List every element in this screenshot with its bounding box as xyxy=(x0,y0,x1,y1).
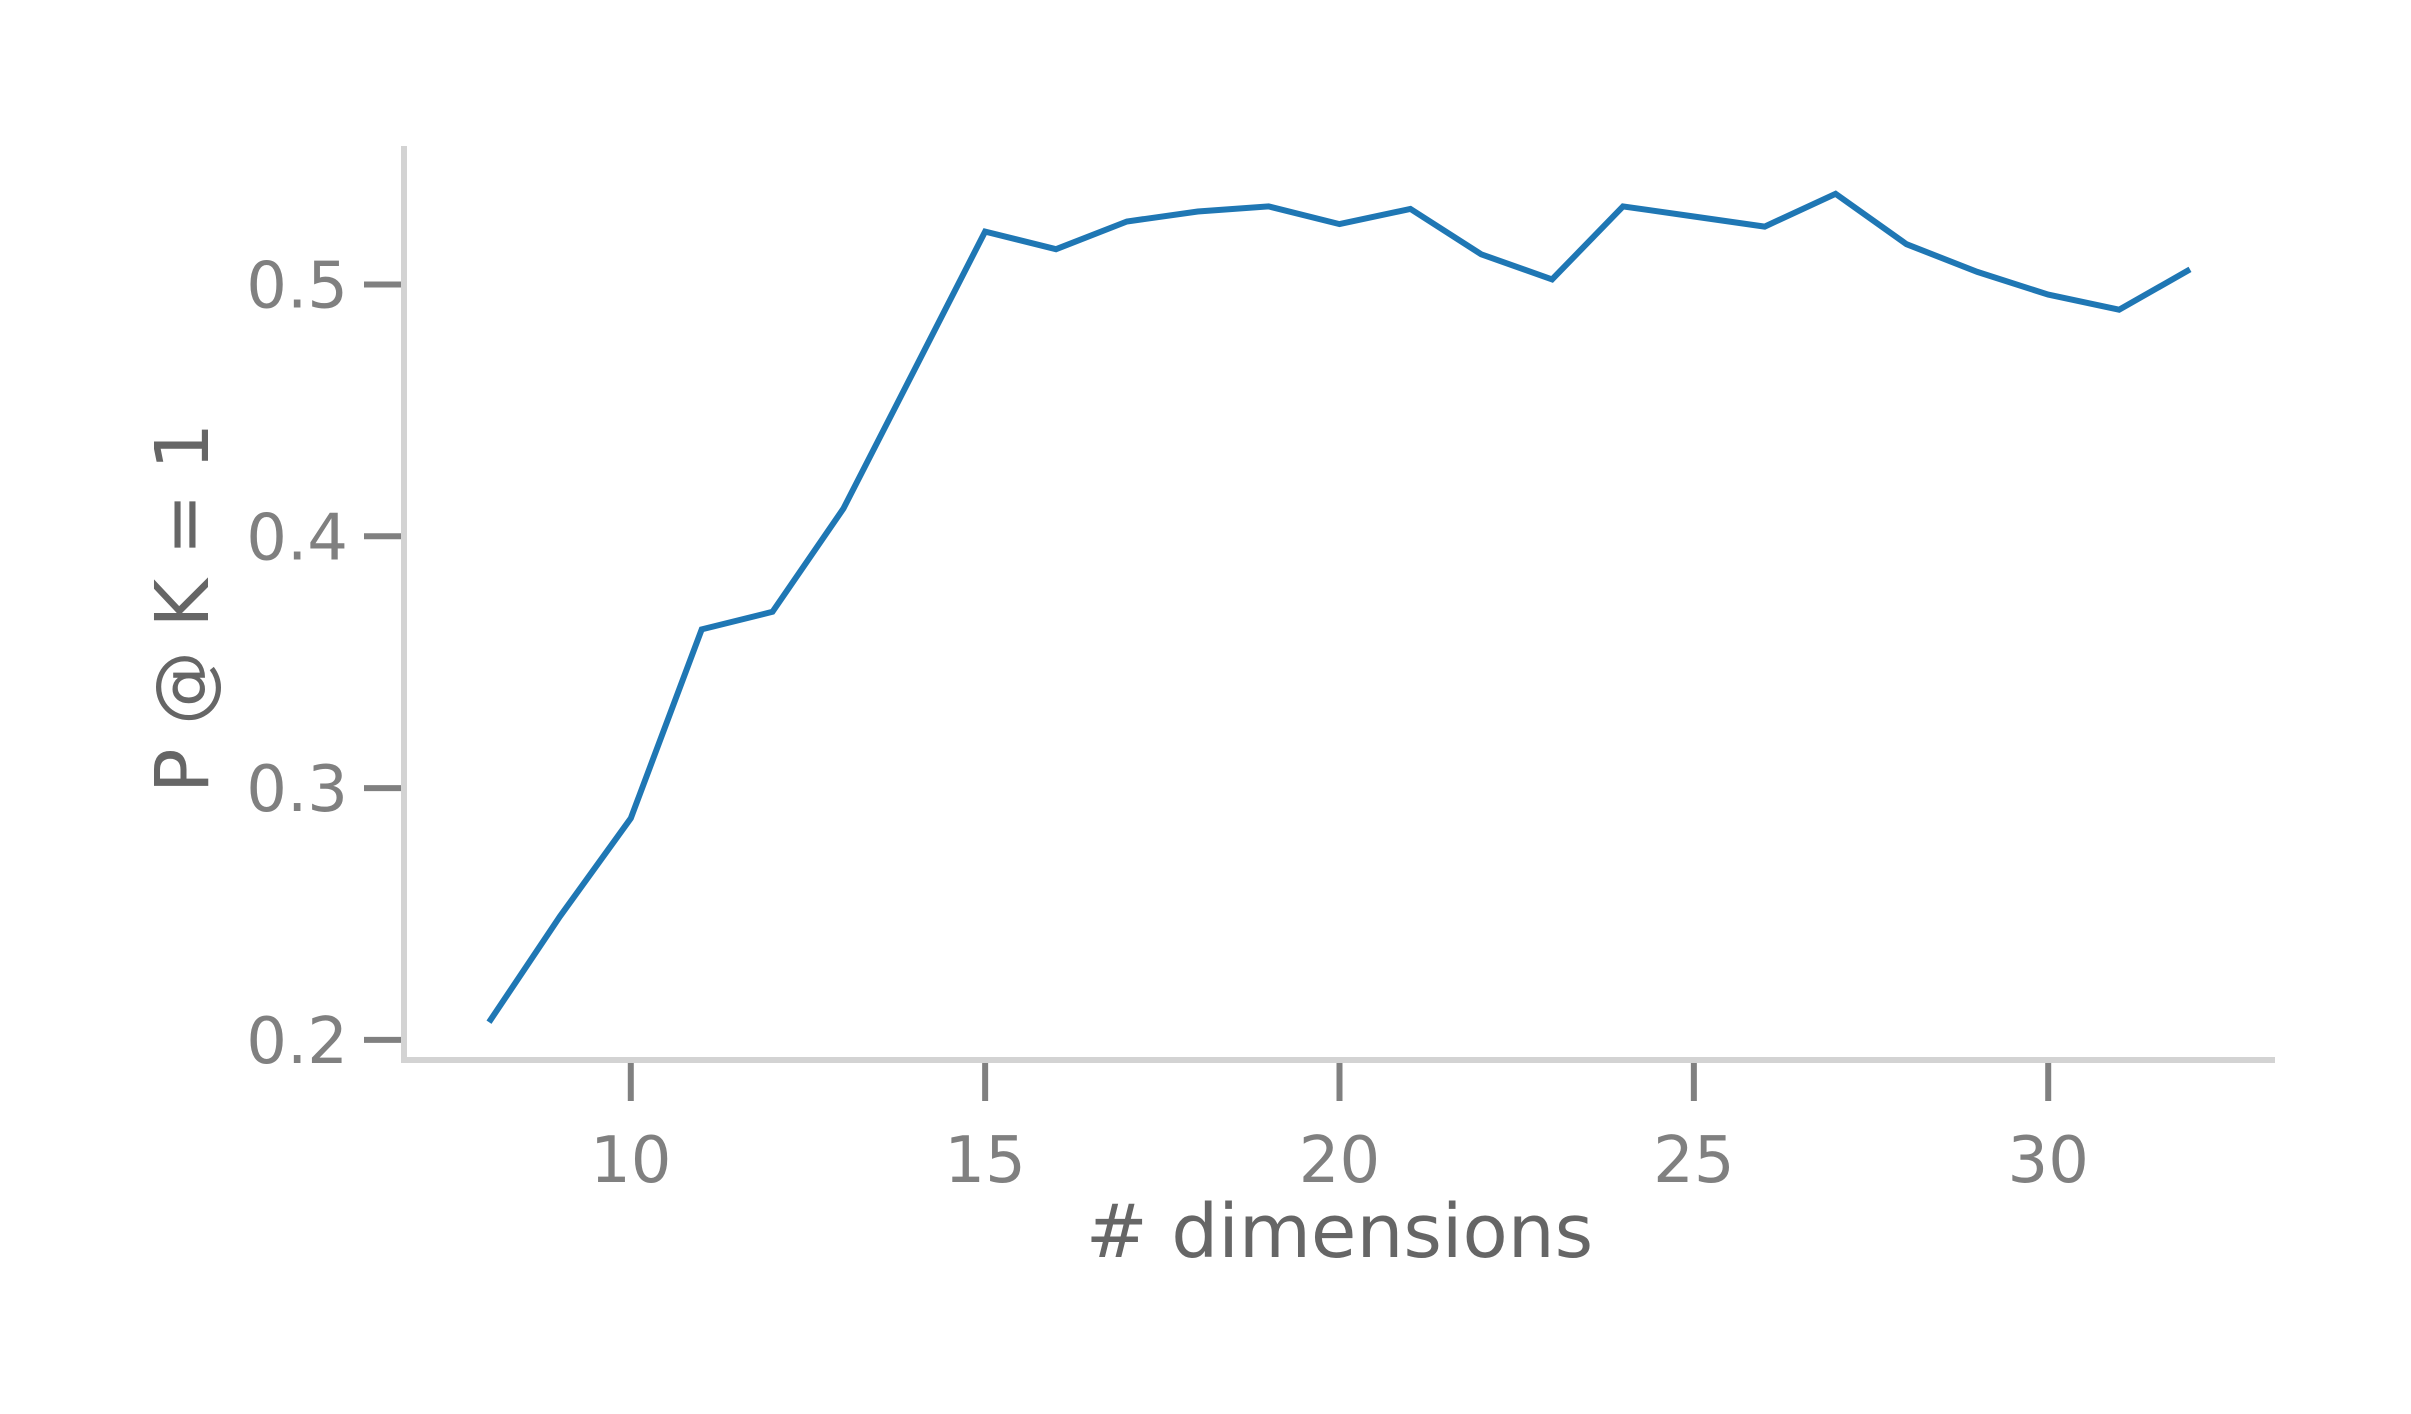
x-tick-label: 30 xyxy=(2007,1124,2088,1198)
series-layer xyxy=(486,190,2192,1024)
y-axis-label: P @ K = 1 xyxy=(140,423,226,793)
y-tick-label: 0.2 xyxy=(246,1005,348,1079)
x-tick-label: 25 xyxy=(1653,1124,1734,1198)
y-tick-label: 0.4 xyxy=(246,501,348,575)
axes xyxy=(401,146,2275,1063)
series-line-1 xyxy=(486,190,2192,1024)
x-axis-label: # dimensions xyxy=(1086,1189,1593,1275)
x-tick-label: 20 xyxy=(1299,1124,1380,1198)
x-tick-label: 10 xyxy=(590,1124,671,1198)
y-ticks: 0.2 0.3 0.4 0.5 xyxy=(246,249,401,1079)
x-tick-label: 15 xyxy=(944,1124,1025,1198)
y-tick-label: 0.3 xyxy=(246,753,348,827)
y-tick-label: 0.5 xyxy=(246,249,348,323)
x-ticks: 10 15 20 25 30 xyxy=(590,1063,2089,1198)
